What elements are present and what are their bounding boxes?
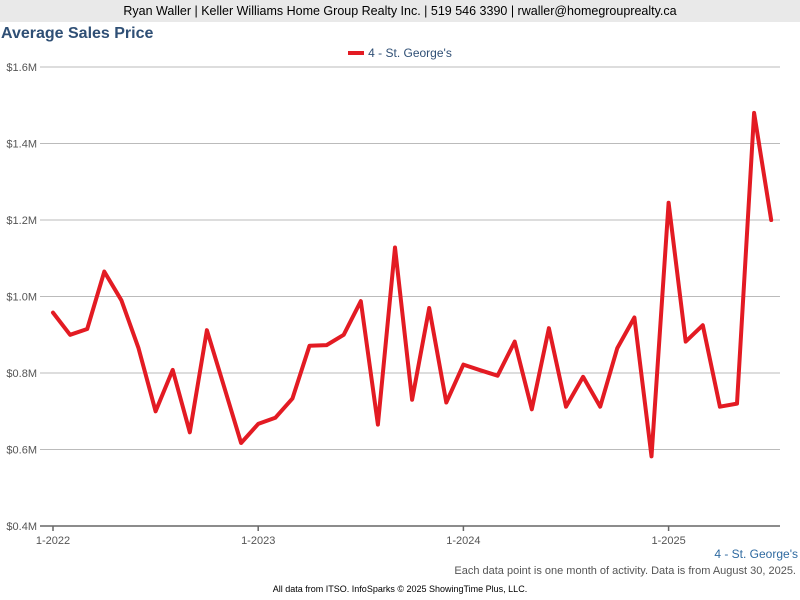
credit-footer: All data from ITSO. InfoSparks © 2025 Sh… xyxy=(272,584,528,594)
x-tick-label: 1-2025 xyxy=(651,535,685,545)
legend: 4 - St. George's xyxy=(0,46,800,60)
y-tick-label: $1.6M xyxy=(6,62,37,74)
x-tick-label: 1-2022 xyxy=(36,535,70,545)
series-line xyxy=(51,110,774,459)
legend-swatch xyxy=(348,50,365,55)
data-note: Each data point is one month of activity… xyxy=(454,565,796,577)
y-tick-label: $1.2M xyxy=(6,215,37,227)
series-area-label: 4 - St. George's xyxy=(714,547,798,561)
agent-header: Ryan Waller | Keller Williams Home Group… xyxy=(0,0,800,22)
line-chart: $0.4M $0.6M $0.8M $1.0M $1.2M $1.4M $1.6M 1-20… xyxy=(6,62,780,545)
x-tick-label: 1-2023 xyxy=(241,535,275,545)
y-tick-label: $1.0M xyxy=(6,292,37,304)
x-axis-ticks: 1-2022 1-2023 1-2024 1-2025 xyxy=(36,526,686,545)
y-tick-label: $0.8M xyxy=(6,368,37,380)
legend-label: 4 - St. George's xyxy=(368,46,452,60)
y-tick-label: $1.4M xyxy=(6,139,37,151)
y-tick-label: $0.6M xyxy=(6,445,37,457)
series-lines xyxy=(51,110,774,459)
y-tick-label: $0.4M xyxy=(6,521,37,533)
x-tick-label: 1-2024 xyxy=(446,535,480,545)
y-axis-ticks: $0.4M $0.6M $0.8M $1.0M $1.2M $1.4M $1.6M xyxy=(6,62,37,533)
chart-title: Average Sales Price xyxy=(1,25,154,42)
